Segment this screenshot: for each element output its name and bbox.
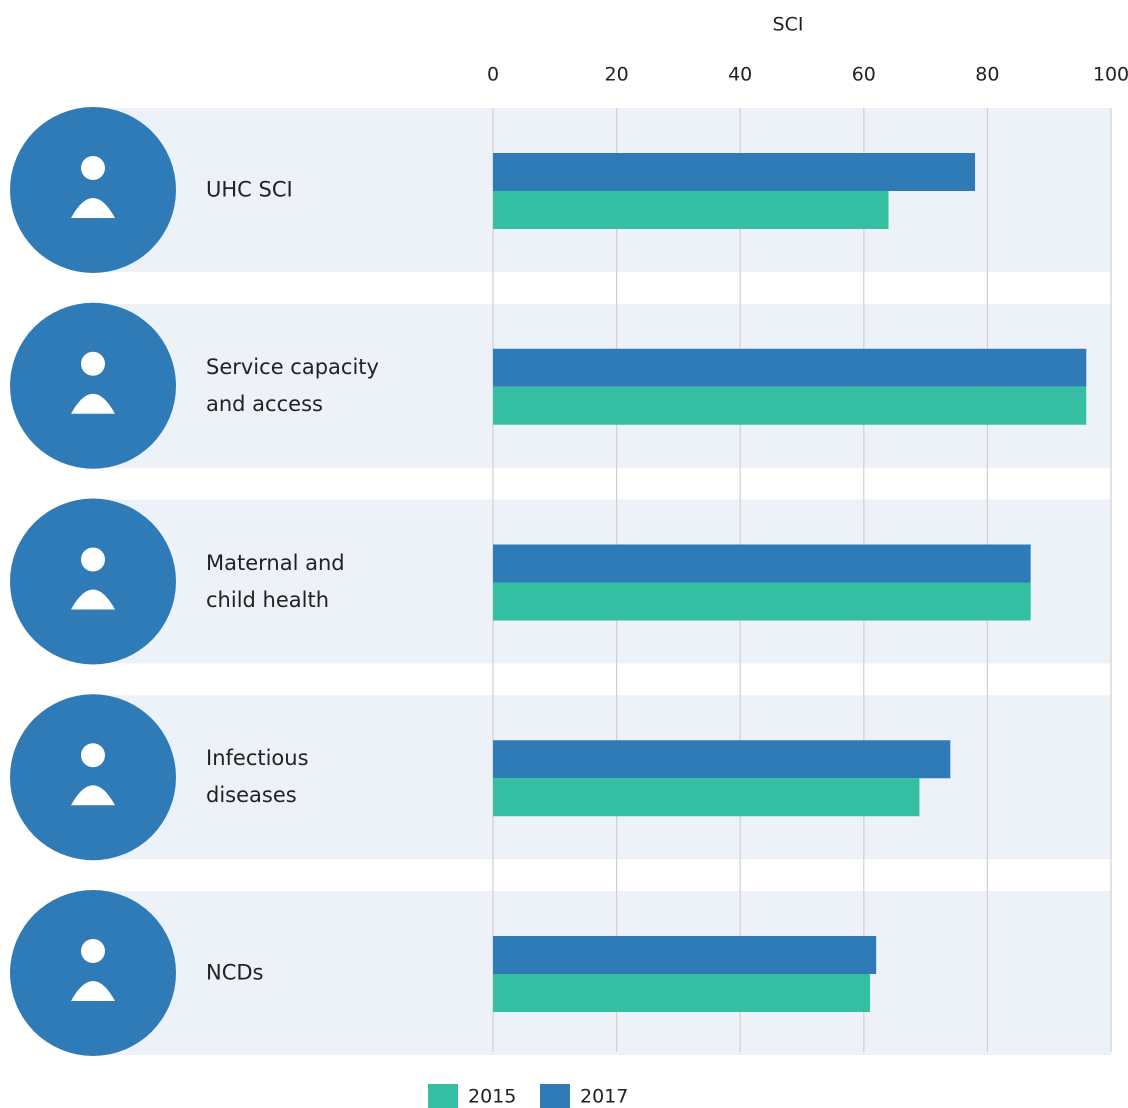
legend-label: 2017 xyxy=(580,1086,628,1108)
x-tick-label: 80 xyxy=(975,64,999,86)
legend-swatch xyxy=(540,1084,570,1108)
category-icon xyxy=(10,107,176,273)
bar xyxy=(493,936,877,974)
category-icon xyxy=(10,694,176,861)
bar xyxy=(493,582,1031,621)
category-icon xyxy=(10,302,176,469)
icon-figure xyxy=(71,156,115,218)
bar xyxy=(493,153,976,191)
icon-head xyxy=(81,743,105,768)
icon-body xyxy=(71,785,115,806)
x-tick-label: 20 xyxy=(605,64,629,86)
bar xyxy=(493,348,1087,387)
icon-body xyxy=(71,589,115,610)
icon-figure xyxy=(71,547,115,610)
x-tick-label: 40 xyxy=(728,64,752,86)
icon-body xyxy=(71,198,115,218)
x-tick-label: 100 xyxy=(1093,64,1128,86)
axis-title: SCI xyxy=(773,14,804,36)
icon-head xyxy=(81,351,105,376)
legend-label: 2015 xyxy=(468,1086,516,1108)
category-label: UHC SCI xyxy=(206,177,293,202)
bar xyxy=(493,974,870,1012)
bar xyxy=(493,778,920,817)
icon-head xyxy=(81,939,105,963)
icon-figure xyxy=(71,351,115,414)
icon-figure xyxy=(71,743,115,806)
category-label: Maternal and child health xyxy=(206,550,345,612)
icon-figure xyxy=(71,939,115,1001)
icon-body xyxy=(71,981,115,1001)
bar xyxy=(493,191,889,229)
bar xyxy=(493,740,951,779)
bar xyxy=(493,544,1031,583)
category-label: NCDs xyxy=(206,960,264,985)
category-icon xyxy=(10,498,176,665)
category-icon xyxy=(10,890,176,1056)
x-tick-label: 0 xyxy=(487,64,499,86)
bar xyxy=(493,386,1087,425)
icon-head xyxy=(81,156,105,180)
icon-head xyxy=(81,547,105,572)
legend-swatch xyxy=(428,1084,458,1108)
category-label: Service capacity and access xyxy=(206,354,379,416)
x-tick-label: 60 xyxy=(852,64,876,86)
category-label: Infectious diseases xyxy=(206,746,309,808)
icon-body xyxy=(71,393,115,414)
